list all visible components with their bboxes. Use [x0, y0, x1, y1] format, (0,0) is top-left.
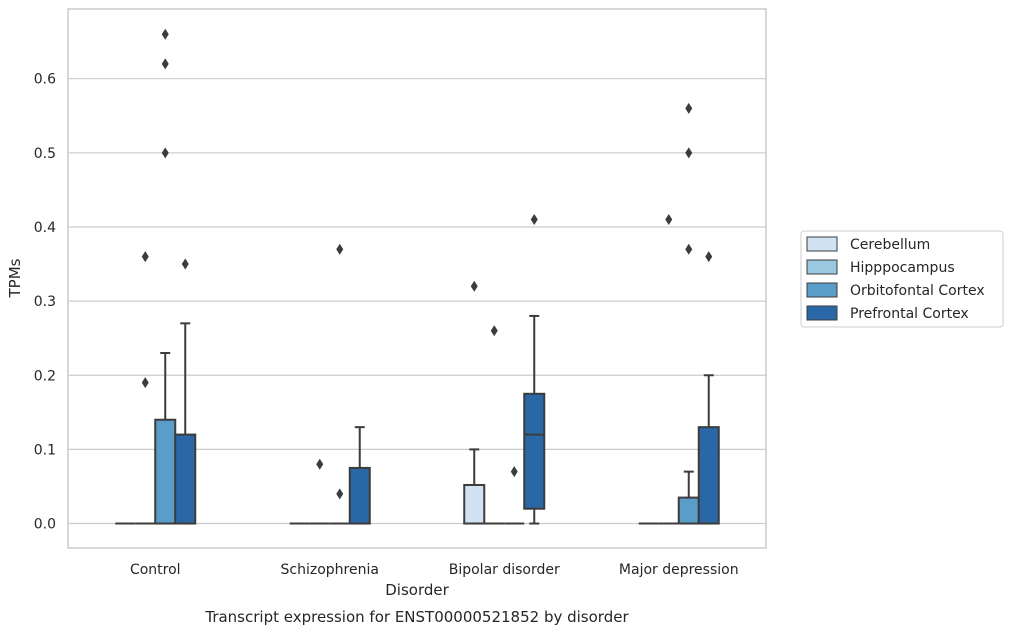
box-group [329, 243, 350, 525]
y-tick-label: 0.6 [34, 72, 56, 88]
legend-frame [800, 230, 1004, 328]
legend-swatch [806, 259, 838, 275]
legend-swatch [806, 282, 838, 298]
x-tick-label: Bipolar disorder [449, 562, 560, 578]
box [463, 483, 486, 525]
outlier-point [510, 466, 518, 478]
legend-label: Cerebellum [850, 237, 930, 253]
box [677, 496, 700, 525]
chart-caption: Transcript expression for ENST0000052185… [204, 608, 629, 626]
outlier-point [181, 258, 189, 270]
box [523, 392, 546, 510]
x-tick-label: Control [130, 562, 181, 578]
x-tick-label: Major depression [619, 562, 739, 578]
outlier-point [685, 243, 693, 255]
x-axis-label: Disorder [385, 581, 449, 599]
y-tick-label: 0.4 [34, 220, 56, 236]
legend-swatch [806, 236, 838, 252]
box-group [309, 458, 330, 525]
box-group [677, 102, 700, 525]
outlier-point [161, 58, 169, 70]
legend-item: Cerebellum [806, 236, 930, 253]
outlier-point [336, 488, 344, 500]
box-group [658, 214, 679, 525]
y-tick-label: 0.0 [34, 517, 56, 533]
box-group [523, 214, 546, 525]
outlier-point [685, 102, 693, 114]
y-tick-label: 0.3 [34, 294, 56, 310]
box-group [697, 251, 720, 525]
box [348, 466, 371, 525]
y-tick-label: 0.5 [34, 146, 56, 162]
box-group [348, 426, 371, 525]
box [154, 418, 177, 525]
box-group [484, 325, 505, 525]
legend-label: Hipppocampus [850, 260, 955, 276]
box [697, 426, 720, 525]
y-tick-label: 0.2 [34, 368, 56, 384]
legend-swatch [806, 305, 838, 321]
box-group [504, 466, 525, 525]
legend-label: Prefrontal Cortex [850, 306, 969, 322]
box-group [154, 28, 177, 525]
outlier-point [490, 325, 498, 337]
outlier-point [530, 214, 538, 226]
outlier-point [161, 28, 169, 40]
outlier-point [336, 243, 344, 255]
plot-boxes [115, 28, 720, 525]
y-axis-ticks: 0.0 0.1 0.2 0.3 0.4 0.5 0.6 [34, 72, 56, 533]
outlier-point [141, 251, 149, 263]
box-group [135, 251, 156, 525]
plot-frame [67, 8, 767, 549]
legend-item: Prefrontal Cortex [806, 305, 969, 322]
legend-item: Hipppocampus [806, 259, 955, 276]
outlier-point [316, 458, 324, 470]
outlier-point [141, 377, 149, 389]
y-tick-label: 0.1 [34, 442, 56, 458]
y-axis-label: TPMs [6, 258, 24, 298]
legend-label: Orbitofontal Cortex [850, 283, 985, 299]
x-tick-label: Schizophrenia [281, 562, 379, 578]
outlier-point [685, 147, 693, 159]
box [174, 433, 197, 525]
x-axis-ticks: Control Schizophrenia Bipolar disorder Majo… [130, 562, 739, 578]
outlier-point [665, 214, 673, 226]
outlier-point [470, 280, 478, 292]
legend-item: Orbitofontal Cortex [806, 282, 985, 299]
outlier-point [161, 147, 169, 159]
box-group [174, 258, 197, 525]
legend: Cerebellum Hipppocampus Orbitofontal Corte… [800, 230, 1004, 328]
outlier-point [705, 251, 713, 263]
box-group [463, 280, 486, 525]
